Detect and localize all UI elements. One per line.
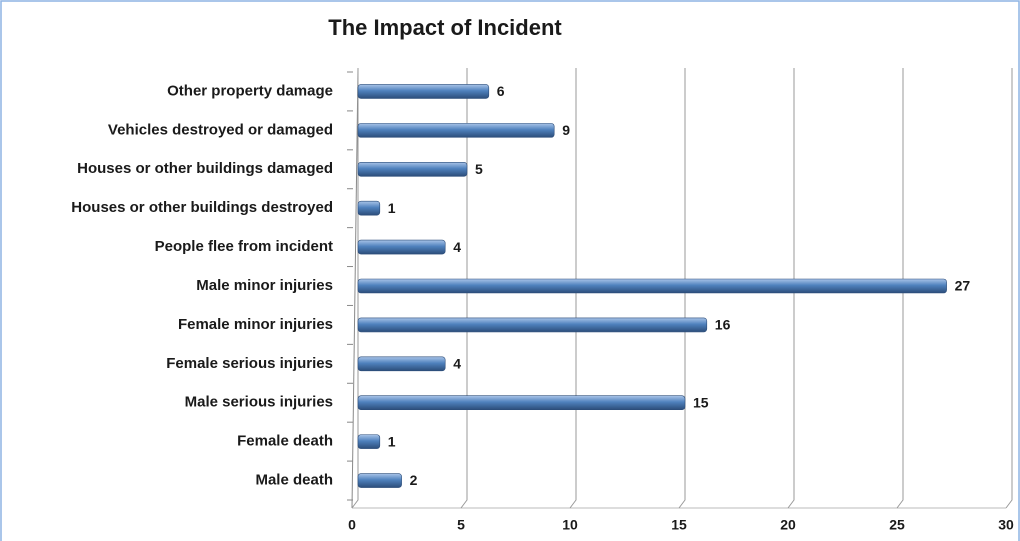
value-label: 4 (453, 356, 461, 372)
value-label: 27 (955, 278, 971, 294)
y-tick-label: Male serious injuries (185, 394, 333, 411)
bar (357, 473, 402, 488)
value-label: 5 (475, 161, 483, 177)
y-tick-label: Female death (237, 433, 333, 450)
grid-line (678, 68, 686, 509)
bar (357, 161, 468, 177)
bar (357, 200, 381, 216)
y-tick-label: Other property damage (167, 82, 333, 99)
grid-line (896, 68, 904, 509)
bar (357, 84, 490, 99)
value-label: 15 (693, 394, 709, 410)
bar (357, 317, 708, 333)
y-tick-label: Houses or other buildings damaged (77, 160, 333, 177)
grid-line (787, 68, 795, 509)
value-label: 1 (388, 200, 396, 216)
y-tick-label: Vehicles destroyed or damaged (108, 121, 333, 138)
value-label: 16 (715, 317, 731, 333)
chart-title: The Impact of Incident (328, 15, 562, 40)
bar (357, 239, 446, 255)
bar (357, 123, 555, 138)
value-label: 2 (410, 472, 418, 488)
y-tick-label: Female serious injuries (166, 355, 333, 372)
x-tick-label: 15 (671, 517, 687, 533)
y-tick-label: Houses or other buildings destroyed (71, 199, 333, 216)
x-tick-label: 30 (998, 517, 1014, 533)
value-label: 1 (388, 433, 396, 449)
grid-line (569, 68, 577, 509)
grid-line (1005, 68, 1013, 509)
value-label: 4 (453, 239, 461, 255)
value-label: 6 (497, 83, 505, 99)
bar (357, 278, 947, 294)
bar (357, 356, 446, 372)
bar (357, 395, 686, 411)
x-tick-label: 0 (348, 517, 356, 533)
x-tick-label: 20 (780, 517, 796, 533)
bar (357, 434, 381, 449)
y-axis-line (351, 67, 359, 509)
y-tick-label: Male minor injuries (196, 277, 333, 294)
value-label: 9 (562, 122, 570, 138)
x-tick-label: 10 (562, 517, 578, 533)
x-tick-label: 5 (457, 517, 465, 533)
x-tick-label: 25 (889, 517, 905, 533)
y-tick-label: Female minor injuries (178, 316, 333, 333)
grid-line (460, 68, 468, 509)
y-tick-label: Male death (255, 472, 333, 489)
y-tick-label: People flee from incident (155, 238, 333, 255)
